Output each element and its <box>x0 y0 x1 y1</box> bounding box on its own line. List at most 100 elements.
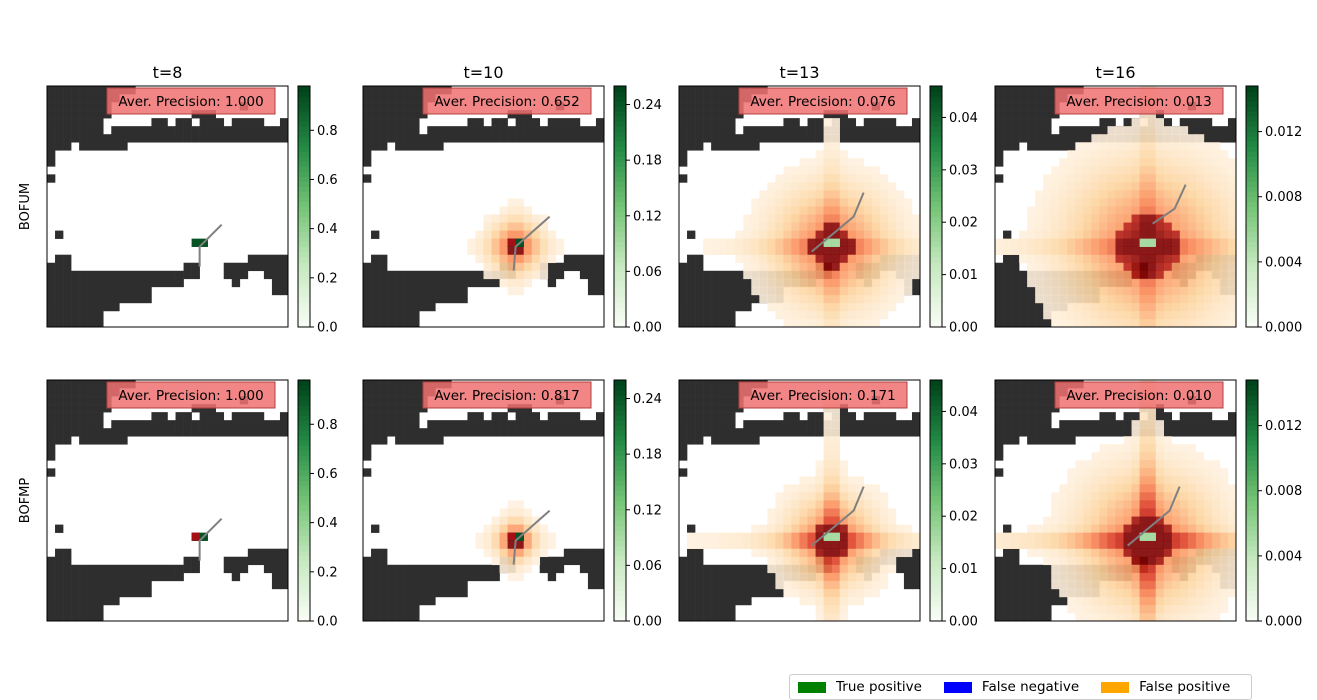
prediction-cell <box>1107 572 1116 582</box>
prediction-cell <box>855 270 865 280</box>
occupied-cell <box>191 270 200 280</box>
occupied-cell <box>47 556 56 566</box>
occupied-cell <box>679 580 688 590</box>
prediction-cell <box>775 294 784 304</box>
prediction-cell <box>1227 166 1237 175</box>
occupied-cell <box>1203 118 1213 127</box>
colorbar-step <box>930 246 942 253</box>
prediction-cell <box>1155 588 1164 598</box>
prediction-cell <box>531 532 541 541</box>
colorbar-step <box>614 166 626 172</box>
colorbar-step <box>1246 495 1258 501</box>
occupied-cell <box>727 134 736 143</box>
occupied-cell <box>815 118 824 127</box>
prediction-cell <box>863 182 873 191</box>
prediction-cell <box>507 564 516 574</box>
prediction-cell <box>1179 206 1189 215</box>
occupied-cell <box>1019 564 1028 574</box>
occupied-cell <box>427 588 436 598</box>
colorbar-step <box>1246 246 1258 253</box>
colorbar-step <box>298 395 310 401</box>
colorbar-step <box>614 575 626 582</box>
prediction-cell <box>855 516 865 525</box>
colorbar-step <box>930 206 942 213</box>
colorbar-step <box>298 550 310 557</box>
colorbar-step <box>1246 96 1258 102</box>
occupied-cell <box>47 604 56 614</box>
prediction-cell <box>499 516 508 525</box>
occupied-cell <box>1027 596 1036 606</box>
colorbar-step <box>930 430 942 436</box>
occupied-cell <box>63 262 72 272</box>
prediction-cell <box>879 564 889 574</box>
prediction-cell <box>1195 468 1205 477</box>
prediction-cell <box>1163 278 1173 288</box>
prediction-cell <box>871 508 881 517</box>
occupied-cell <box>1011 420 1020 429</box>
prediction-cell <box>531 238 541 247</box>
occupied-cell <box>387 596 396 606</box>
prediction-cell <box>1115 556 1124 566</box>
occupied-cell <box>363 110 372 119</box>
prediction-cell <box>1051 246 1060 255</box>
prediction-cell <box>807 580 816 590</box>
occupied-cell <box>1043 580 1052 590</box>
prediction-cell <box>1203 468 1213 477</box>
prediction-cell <box>815 556 824 566</box>
prediction-cell <box>687 540 696 549</box>
colorbar-tick-label: 0.2 <box>317 271 338 286</box>
occupied-cell <box>1051 142 1060 151</box>
prediction-cell <box>1115 318 1124 328</box>
occupied-cell <box>87 94 96 103</box>
prediction-cell <box>903 246 913 255</box>
colorbar-step <box>614 191 626 197</box>
occupied-cell <box>703 428 712 437</box>
occupied-cell <box>711 134 720 143</box>
prediction-cell <box>1075 484 1084 493</box>
prediction-cell <box>839 460 848 469</box>
prediction-cell <box>911 532 921 541</box>
occupied-cell <box>239 126 249 135</box>
prediction-cell <box>1059 190 1068 199</box>
prediction-cell <box>815 612 824 622</box>
prediction-cell <box>1163 198 1173 207</box>
colorbar-step <box>298 405 310 411</box>
occupied-cell <box>1011 278 1020 288</box>
occupied-cell <box>55 270 64 280</box>
occupied-cell <box>743 294 752 304</box>
occupied-cell <box>135 286 144 296</box>
prediction-cell <box>1131 238 1140 247</box>
colorbar-step <box>298 191 310 197</box>
prediction-cell <box>1195 142 1205 151</box>
prediction-cell <box>1075 142 1084 151</box>
occupied-cell <box>403 428 412 437</box>
colorbar-step <box>930 590 942 597</box>
occupied-cell <box>119 278 128 288</box>
colorbar-step <box>298 400 310 406</box>
prediction-cell <box>1219 564 1229 574</box>
prediction-cell <box>1203 222 1213 231</box>
prediction-cell <box>515 254 524 264</box>
prediction-cell <box>807 516 816 525</box>
occupied-cell <box>379 548 388 558</box>
occupied-cell <box>443 294 452 304</box>
prediction-cell <box>855 500 865 509</box>
colorbar-step <box>1246 221 1258 228</box>
occupied-cell <box>71 604 80 614</box>
occupied-cell <box>403 102 412 111</box>
prediction-cell <box>759 278 768 288</box>
prediction-cell <box>1115 174 1124 183</box>
occupied-cell <box>111 580 120 590</box>
occupied-cell <box>587 580 597 590</box>
colorbar-step <box>298 495 310 501</box>
prediction-cell <box>1211 238 1221 247</box>
occupied-cell <box>443 588 452 598</box>
occupied-cell <box>1187 420 1197 429</box>
prediction-cell <box>1227 158 1237 167</box>
occupied-cell <box>759 588 768 598</box>
occupied-cell <box>79 380 88 389</box>
prediction-cell <box>839 190 848 199</box>
prediction-cell <box>799 278 808 288</box>
occupied-cell <box>55 412 64 421</box>
prediction-cell <box>855 174 865 183</box>
